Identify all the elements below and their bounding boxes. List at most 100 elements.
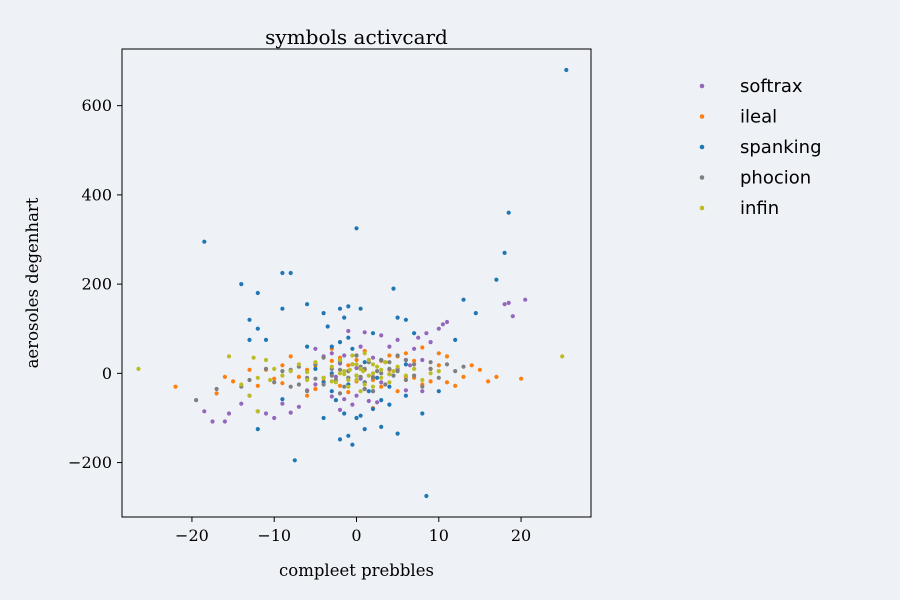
point-spanking-67 <box>342 411 347 416</box>
point-infin-45 <box>342 372 347 377</box>
point-spanking-4 <box>255 326 260 331</box>
x-axis-label: compleet prebbles <box>279 561 434 580</box>
point-phocion-15 <box>342 384 347 389</box>
point-softrax-48 <box>403 388 408 393</box>
point-spanking-34 <box>395 431 400 436</box>
point-infin-36 <box>272 366 277 371</box>
point-spanking-65 <box>403 362 408 367</box>
point-infin-30 <box>412 366 417 371</box>
plot-area <box>122 49 591 517</box>
point-infin-28 <box>395 364 400 369</box>
point-softrax-21 <box>354 393 359 398</box>
point-softrax-4 <box>239 401 244 406</box>
point-softrax-36 <box>436 326 441 331</box>
point-softrax-56 <box>358 344 363 349</box>
point-infin-41 <box>370 384 376 389</box>
point-ileal-15 <box>337 383 343 388</box>
x-tick-label-4: 20 <box>511 526 531 545</box>
point-infin-12 <box>329 364 334 369</box>
point-phocion-6 <box>280 369 285 374</box>
legend-marker-ileal <box>699 114 705 119</box>
point-ileal-34 <box>494 374 499 379</box>
point-spanking-12 <box>292 458 297 463</box>
point-spanking-0 <box>202 239 207 244</box>
point-ileal-31 <box>469 363 474 368</box>
point-softrax-37 <box>440 322 445 327</box>
y-axis: −200 0 200 400 600 <box>68 96 122 472</box>
point-softrax-11 <box>296 404 301 409</box>
point-spanking-46 <box>494 277 499 282</box>
point-infin-13 <box>333 380 338 385</box>
point-ileal-45 <box>387 353 392 358</box>
point-phocion-32 <box>428 366 433 371</box>
point-softrax-43 <box>329 351 334 356</box>
x-tick-label-3: 10 <box>429 526 449 545</box>
y-tick-label-1: 0 <box>102 364 112 383</box>
point-softrax-27 <box>379 380 384 385</box>
point-softrax-32 <box>416 335 421 340</box>
point-ileal-0 <box>173 384 178 389</box>
point-infin-48 <box>354 377 359 383</box>
point-phocion-43 <box>329 373 334 378</box>
point-spanking-44 <box>461 297 466 302</box>
chart-title: symbols activcard <box>265 25 448 49</box>
point-spanking-51 <box>329 389 334 394</box>
point-infin-9 <box>305 377 310 383</box>
point-infin-35 <box>247 393 252 398</box>
point-infin-49 <box>361 369 366 374</box>
point-spanking-58 <box>337 340 343 345</box>
point-infin-40 <box>346 384 351 389</box>
point-spanking-9 <box>247 337 252 342</box>
point-softrax-20 <box>350 402 355 407</box>
point-spanking-21 <box>358 306 363 311</box>
point-infin-8 <box>296 362 301 367</box>
point-spanking-60 <box>321 415 326 421</box>
point-softrax-0 <box>202 409 207 414</box>
point-softrax-18 <box>342 397 347 402</box>
point-infin-27 <box>391 369 396 374</box>
point-phocion-53 <box>403 357 408 363</box>
point-softrax-2 <box>222 419 227 424</box>
point-spanking-29 <box>346 433 351 438</box>
point-softrax-45 <box>387 344 392 349</box>
point-infin-29 <box>403 373 408 378</box>
point-softrax-26 <box>375 400 380 405</box>
point-spanking-30 <box>362 427 367 432</box>
point-ileal-48 <box>313 386 318 392</box>
point-spanking-49 <box>564 67 569 73</box>
series-layer <box>136 67 569 499</box>
point-spanking-11 <box>280 397 285 402</box>
legend-label-ileal: ileal <box>740 107 777 128</box>
point-phocion-0 <box>194 398 199 403</box>
point-softrax-31 <box>412 346 417 351</box>
point-spanking-63 <box>350 346 355 351</box>
point-spanking-5 <box>263 337 269 342</box>
y-tick-label-2: 200 <box>81 275 112 294</box>
point-spanking-69 <box>358 413 363 418</box>
point-phocion-24 <box>379 357 384 363</box>
point-softrax-52 <box>523 297 528 302</box>
point-infin-31 <box>420 377 425 383</box>
point-infin-39 <box>362 351 367 356</box>
point-spanking-68 <box>337 437 343 442</box>
point-phocion-7 <box>288 384 293 389</box>
point-infin-11 <box>321 375 326 380</box>
point-ileal-4 <box>247 367 252 372</box>
point-infin-6 <box>280 373 285 378</box>
point-softrax-10 <box>288 410 293 415</box>
point-spanking-64 <box>387 384 392 389</box>
point-infin-54 <box>387 372 392 377</box>
point-softrax-8 <box>272 415 277 421</box>
point-infin-16 <box>346 377 351 383</box>
point-spanking-55 <box>375 375 380 380</box>
point-ileal-24 <box>412 358 417 363</box>
legend-label-infin: infin <box>740 198 779 219</box>
point-infin-42 <box>337 371 343 376</box>
point-softrax-35 <box>428 340 433 345</box>
point-ileal-44 <box>444 380 450 385</box>
point-spanking-16 <box>329 344 334 349</box>
point-ileal-3 <box>231 379 236 384</box>
point-phocion-30 <box>412 362 417 367</box>
point-ileal-27 <box>436 363 441 368</box>
point-ileal-9 <box>288 354 293 359</box>
